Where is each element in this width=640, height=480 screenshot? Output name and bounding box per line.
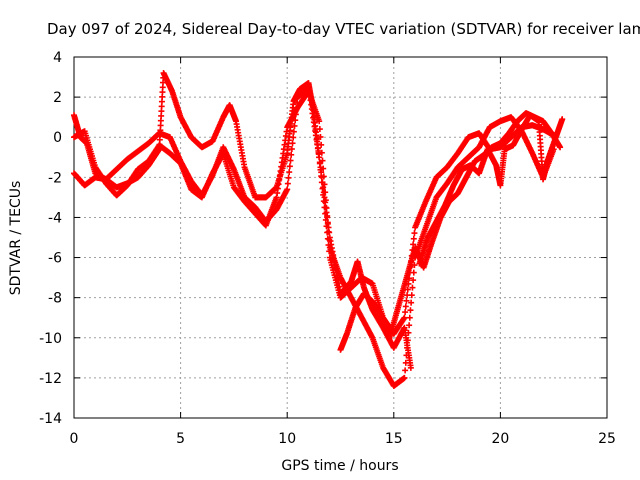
series-track-e <box>416 112 566 267</box>
y-tick-label: 2 <box>53 90 62 106</box>
data-point <box>401 374 408 381</box>
data-point <box>324 219 331 226</box>
tick-labels: 0 5 10 15 20 25 -14 -12 -10 -8 -6 -4 -2 0 2 4 <box>39 50 616 447</box>
y-tick-label: -14 <box>39 411 62 427</box>
data-point <box>290 128 297 135</box>
data-point <box>316 154 323 161</box>
data-point <box>408 292 415 299</box>
x-tick-label: 15 <box>385 431 403 447</box>
data-points <box>71 70 566 389</box>
data-point <box>411 230 418 237</box>
x-tick-label: 10 <box>278 431 296 447</box>
data-point <box>326 229 333 236</box>
data-point <box>322 199 329 206</box>
y-tick-label: -2 <box>48 170 62 186</box>
data-point <box>409 284 416 291</box>
data-point <box>323 209 330 216</box>
x-tick-label: 0 <box>70 431 79 447</box>
data-point <box>316 118 323 125</box>
data-point <box>321 194 328 201</box>
data-point <box>319 179 326 186</box>
data-point <box>285 174 292 181</box>
data-point <box>320 184 327 191</box>
y-tick-label: -8 <box>48 291 62 307</box>
data-point <box>286 163 293 170</box>
data-point <box>403 297 410 304</box>
data-point <box>406 322 413 329</box>
data-point <box>317 133 324 140</box>
data-point <box>284 180 291 187</box>
data-point <box>410 269 417 276</box>
data-point <box>410 235 417 242</box>
data-point <box>317 164 324 171</box>
data-point <box>407 307 414 314</box>
plot-frame <box>73 56 608 419</box>
data-point <box>316 159 323 166</box>
data-point <box>407 364 414 371</box>
data-point <box>410 277 417 284</box>
data-point <box>557 144 564 151</box>
data-point <box>284 186 291 193</box>
data-point <box>322 204 329 211</box>
data-point <box>406 314 413 321</box>
data-point <box>286 169 293 176</box>
x-tick-label: 20 <box>491 431 509 447</box>
x-tick-label: 5 <box>176 431 185 447</box>
y-tick-label: 4 <box>53 50 62 66</box>
data-point <box>320 189 327 196</box>
data-point <box>325 224 332 231</box>
data-point <box>402 309 409 316</box>
data-point <box>318 174 325 181</box>
data-point <box>291 122 298 129</box>
x-tick-label: 25 <box>598 431 616 447</box>
data-point <box>559 116 566 123</box>
data-point <box>410 241 417 248</box>
data-point <box>324 214 331 221</box>
data-point <box>288 146 295 153</box>
y-tick-label: -12 <box>39 371 62 387</box>
data-point <box>408 299 415 306</box>
y-tick-label: -10 <box>39 331 62 347</box>
series-track-c <box>71 70 414 371</box>
data-point <box>287 157 294 164</box>
data-point <box>401 314 408 321</box>
y-axis-label: SDTVAR / TECUs <box>8 181 24 296</box>
chart-title: Day 097 of 2024, Sidereal Day-to-day VTE… <box>47 20 640 38</box>
data-point <box>402 303 409 310</box>
data-point <box>318 169 325 176</box>
data-point <box>402 367 409 374</box>
axis-ticks <box>73 56 608 419</box>
x-axis-label: GPS time / hours <box>281 458 398 474</box>
y-tick-label: 0 <box>53 130 62 146</box>
data-point <box>318 149 325 156</box>
y-tick-label: -6 <box>48 251 62 267</box>
y-tick-label: -4 <box>48 210 62 226</box>
